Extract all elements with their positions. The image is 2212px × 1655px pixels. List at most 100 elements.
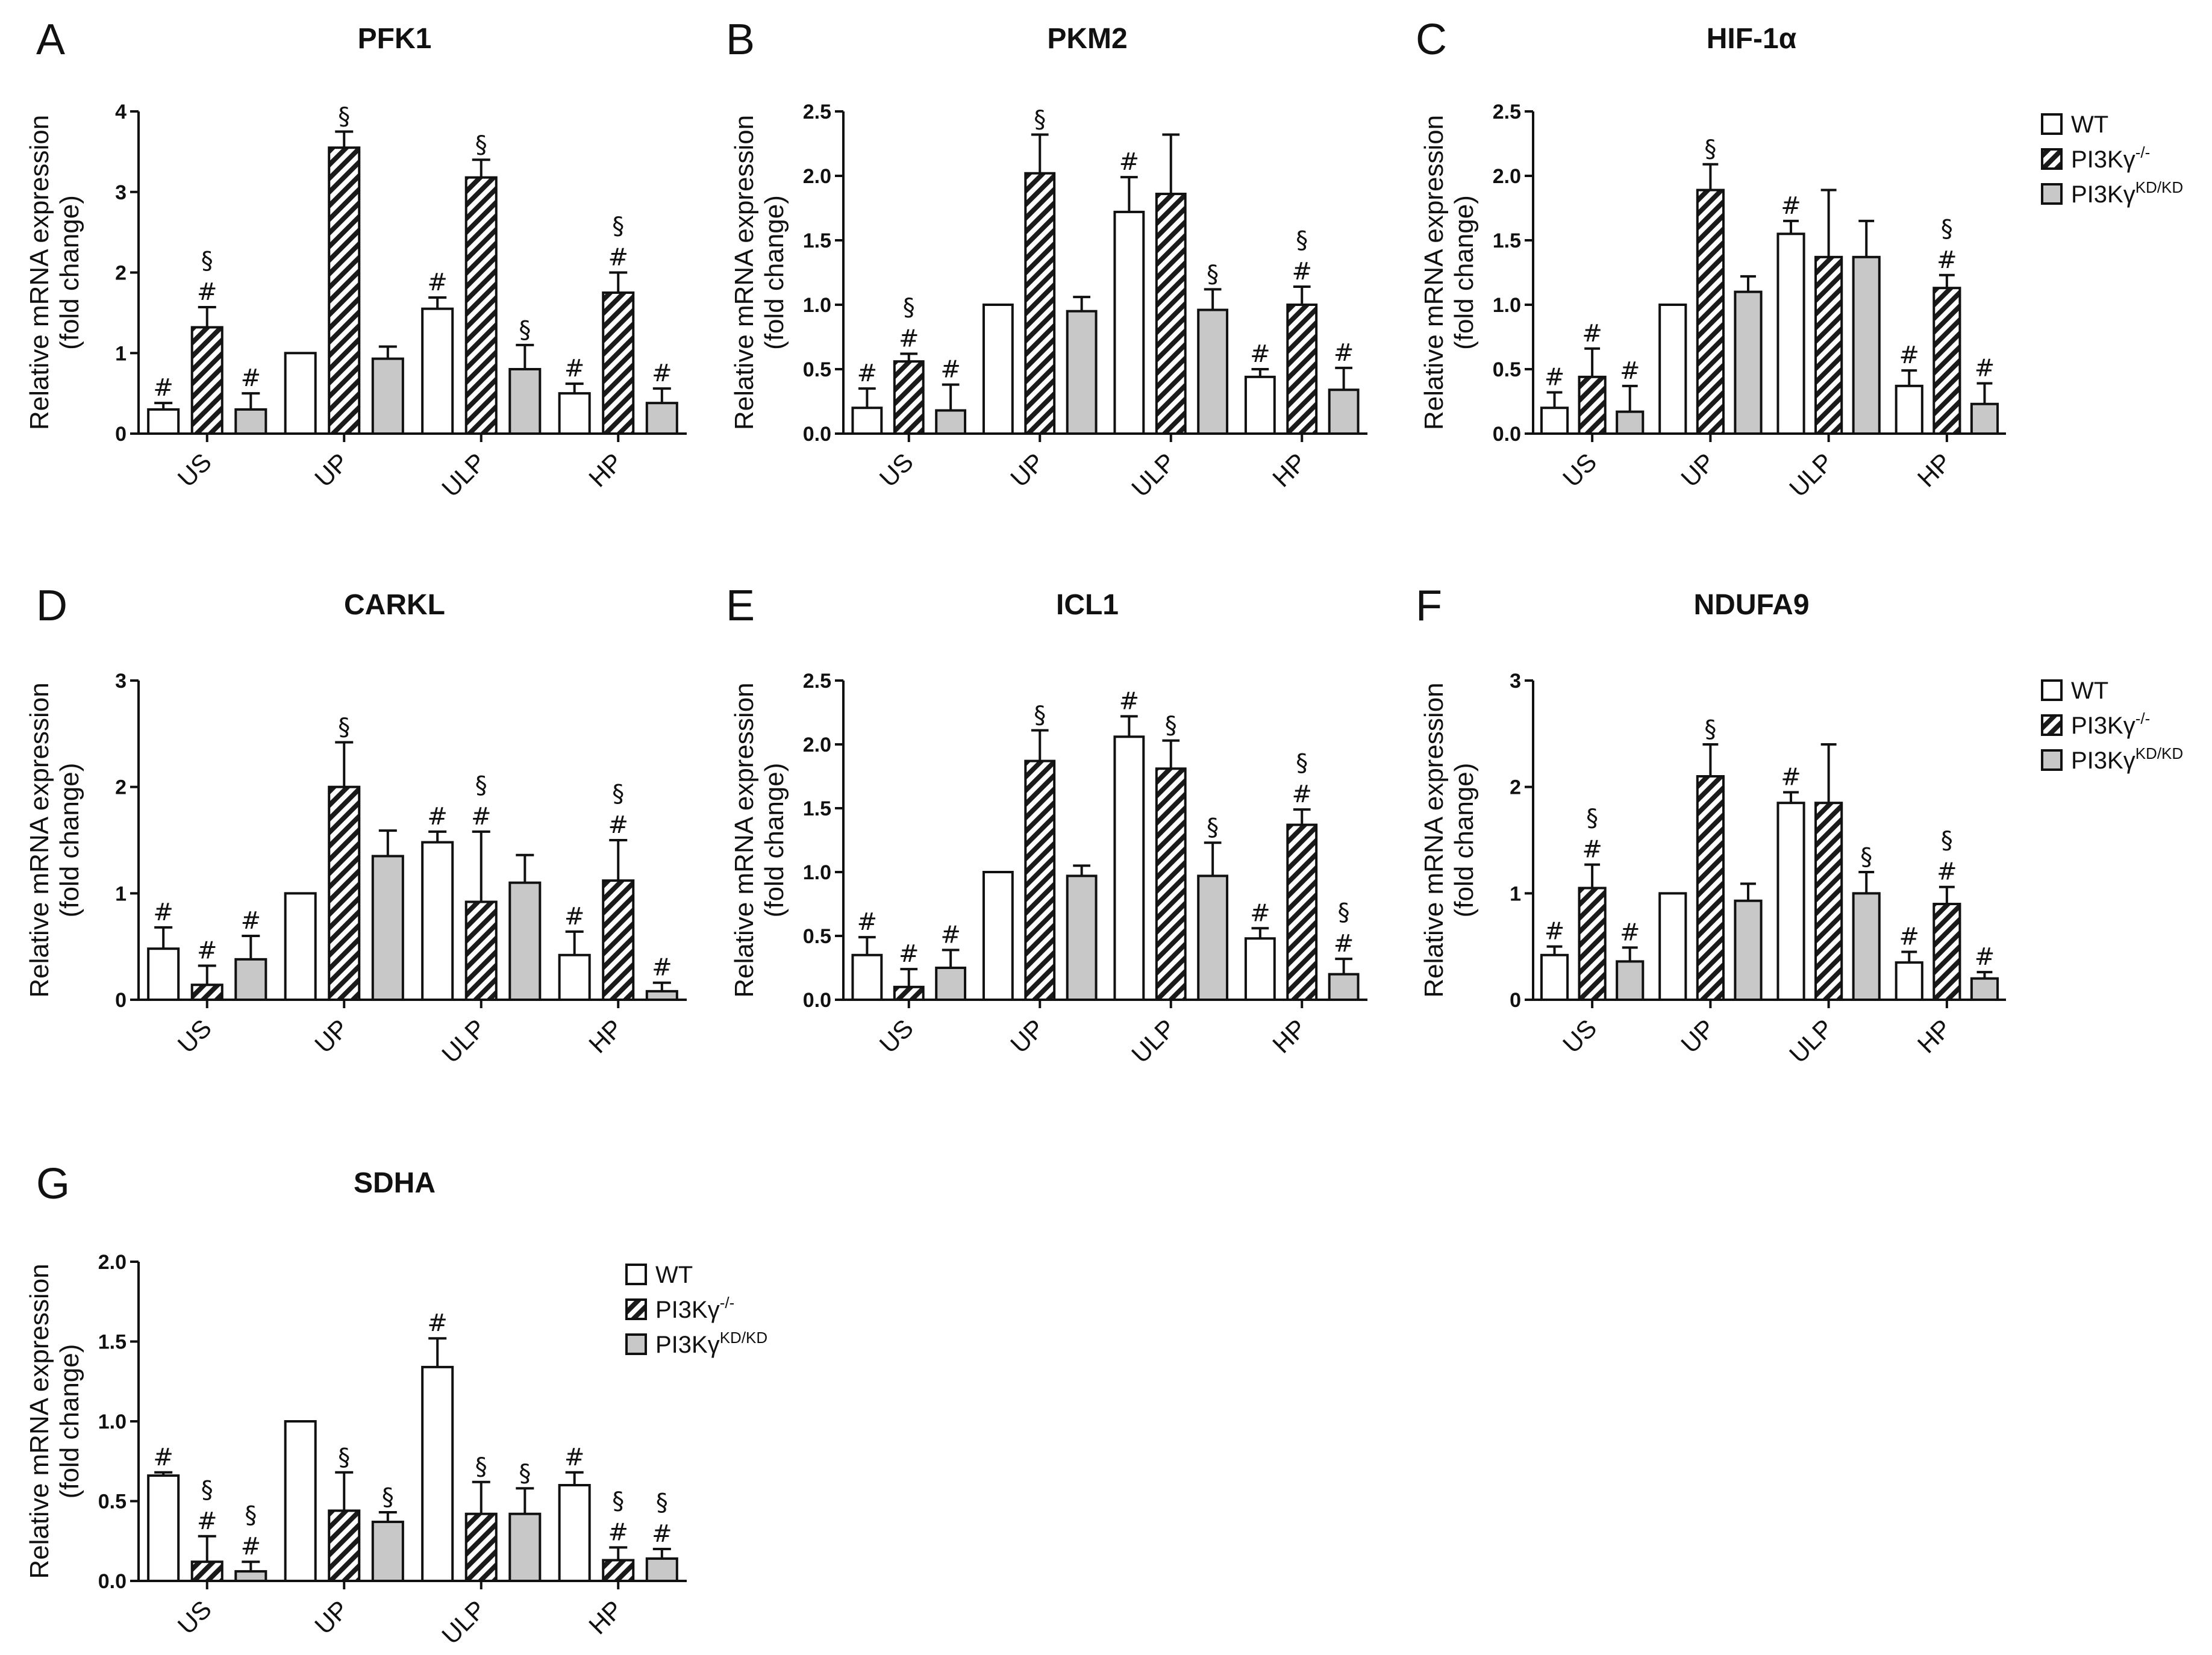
bar-ko-ulp [464, 900, 498, 1002]
bar-ko-hp [1932, 903, 1961, 1001]
y-tick-label: 0.5 [98, 1491, 127, 1513]
significance-hash: # [1250, 899, 1270, 927]
chart-title: HIF-1α [1707, 23, 1797, 55]
bar-ko-hp [1286, 823, 1318, 1002]
legend-swatch-kd [2041, 749, 2063, 771]
bar-ko-up [328, 1509, 361, 1582]
x-category-label: HP [1912, 1014, 1957, 1059]
y-axis-label-units: (fold change) [55, 1344, 84, 1499]
x-category-label: US [1557, 447, 1602, 493]
significance-hash: # [564, 1444, 585, 1471]
bar-kd-hp [1970, 402, 1999, 435]
significance-hash: # [652, 360, 672, 387]
legend-swatch-kd [625, 1333, 647, 1355]
bar-kd-us [935, 967, 967, 1001]
significance-hash: # [153, 1444, 173, 1471]
bar-ko-us [190, 326, 223, 435]
bar-wt-ulp [1113, 210, 1145, 435]
y-tick-label: 1.0 [1493, 294, 1521, 317]
significance-section: § [1207, 814, 1219, 841]
y-tick-label: 1 [1510, 882, 1521, 905]
bar-wt-us [147, 408, 180, 435]
bar-ko-hp [1932, 287, 1961, 435]
x-category-label: HP [1267, 1014, 1312, 1059]
bar-ko-us [893, 985, 925, 1002]
chart-panel-e: E ICL1 Relative mRNA expression (fold chang… [726, 582, 1367, 1068]
significance-hash: # [564, 903, 585, 930]
bar-kd-up [371, 855, 404, 1001]
y-tick-label: 4 [115, 101, 127, 123]
bar-kd-up [1734, 899, 1763, 1001]
legend-label-wt: WT [655, 1262, 693, 1288]
legend-swatch-kd [2041, 183, 2063, 205]
significance-hash: # [1334, 339, 1354, 367]
chart-title: CARKL [344, 589, 445, 621]
y-axis-label: Relative mRNA expression [25, 1264, 54, 1579]
y-tick-label: 2.0 [98, 1251, 127, 1274]
significance-hash: # [427, 1309, 448, 1337]
bar-wt-up [1658, 304, 1687, 435]
bar-ko-hp [1286, 304, 1318, 435]
significance-hash: # [241, 364, 261, 392]
y-axis-label: Relative mRNA expression [25, 115, 54, 430]
bar-ko-ulp [1814, 802, 1843, 1001]
legend-superscript: KD/KD [720, 1329, 767, 1347]
significance-hash: # [241, 1533, 261, 1560]
significance-hash: # [608, 1518, 628, 1546]
bar-wt-up [982, 871, 1014, 1001]
bar-kd-ulp [1197, 874, 1229, 1001]
y-tick-label: 1 [115, 342, 127, 365]
significance-section: § [1338, 899, 1350, 926]
bar-wt-us [851, 953, 883, 1002]
y-axis-label: Relative mRNA expression [730, 682, 759, 997]
y-tick-label: 2 [115, 776, 127, 799]
bar-ko-up [1696, 189, 1725, 435]
y-tick-label: 2 [115, 262, 127, 285]
bar-wt-hp [1895, 961, 1923, 1001]
significance-hash: # [1545, 364, 1565, 391]
bar-wt-ulp [421, 307, 454, 435]
bar-kd-us [234, 408, 267, 435]
significance-hash: # [1620, 357, 1640, 385]
bar-kd-ulp [508, 881, 542, 1001]
chart-panel-a: A PFK1 Relative mRNA expression (fold chang… [25, 16, 687, 502]
significance-hash: # [899, 325, 919, 352]
bar-wt-hp [1244, 937, 1276, 1001]
significance-section: § [382, 1483, 394, 1511]
x-category-label: UP [309, 447, 354, 493]
x-category-label: HP [1267, 447, 1312, 493]
x-category-label: UP [1005, 447, 1050, 493]
bar-ko-ulp [1814, 255, 1843, 435]
legend-label-kd: PI3KγKD/KD [655, 1329, 767, 1358]
bar-kd-up [1734, 290, 1763, 435]
y-tick-label: 0.0 [1493, 423, 1521, 446]
legend-label-wt: WT [2071, 111, 2108, 138]
bar-wt-up [284, 892, 317, 1002]
bar-kd-hp [1970, 977, 1999, 1001]
chart-panel-g: G SDHA Relative mRNA expression (fold chang… [25, 1160, 767, 1650]
panel-letter: A [36, 16, 65, 64]
x-category-label: UP [1005, 1014, 1050, 1059]
significance-hash: # [652, 1520, 672, 1548]
chart-panel-d: D CARKL Relative mRNA expression (fold chan… [25, 582, 687, 1068]
significance-section: § [475, 131, 487, 158]
legend-superscript: KD/KD [2135, 744, 2183, 762]
significance-hash: # [427, 803, 448, 831]
bar-kd-ulp [508, 368, 542, 435]
significance-section: § [1207, 260, 1219, 288]
significance-section: § [1941, 215, 1953, 243]
bar-kd-ulp [1852, 255, 1881, 435]
x-category-label: ULP [436, 1014, 491, 1068]
legend-label-kd: PI3KγKD/KD [2071, 178, 2183, 208]
chart-panel-f: F NDUFA9 Relative mRNA expression (fold cha… [1416, 582, 2183, 1068]
significance-hash: # [197, 278, 217, 306]
legend-swatch-ko [2041, 714, 2063, 736]
legend-label-ko: PI3Kγ-/- [655, 1294, 734, 1323]
x-category-label: UP [309, 1014, 354, 1059]
bar-ko-us [190, 983, 223, 1002]
significance-section: § [201, 1476, 213, 1504]
x-category-label: HP [583, 447, 628, 493]
legend-swatch-wt [625, 1264, 647, 1285]
y-tick-label: 0.5 [1493, 358, 1521, 381]
significance-hash: # [1937, 246, 1957, 274]
